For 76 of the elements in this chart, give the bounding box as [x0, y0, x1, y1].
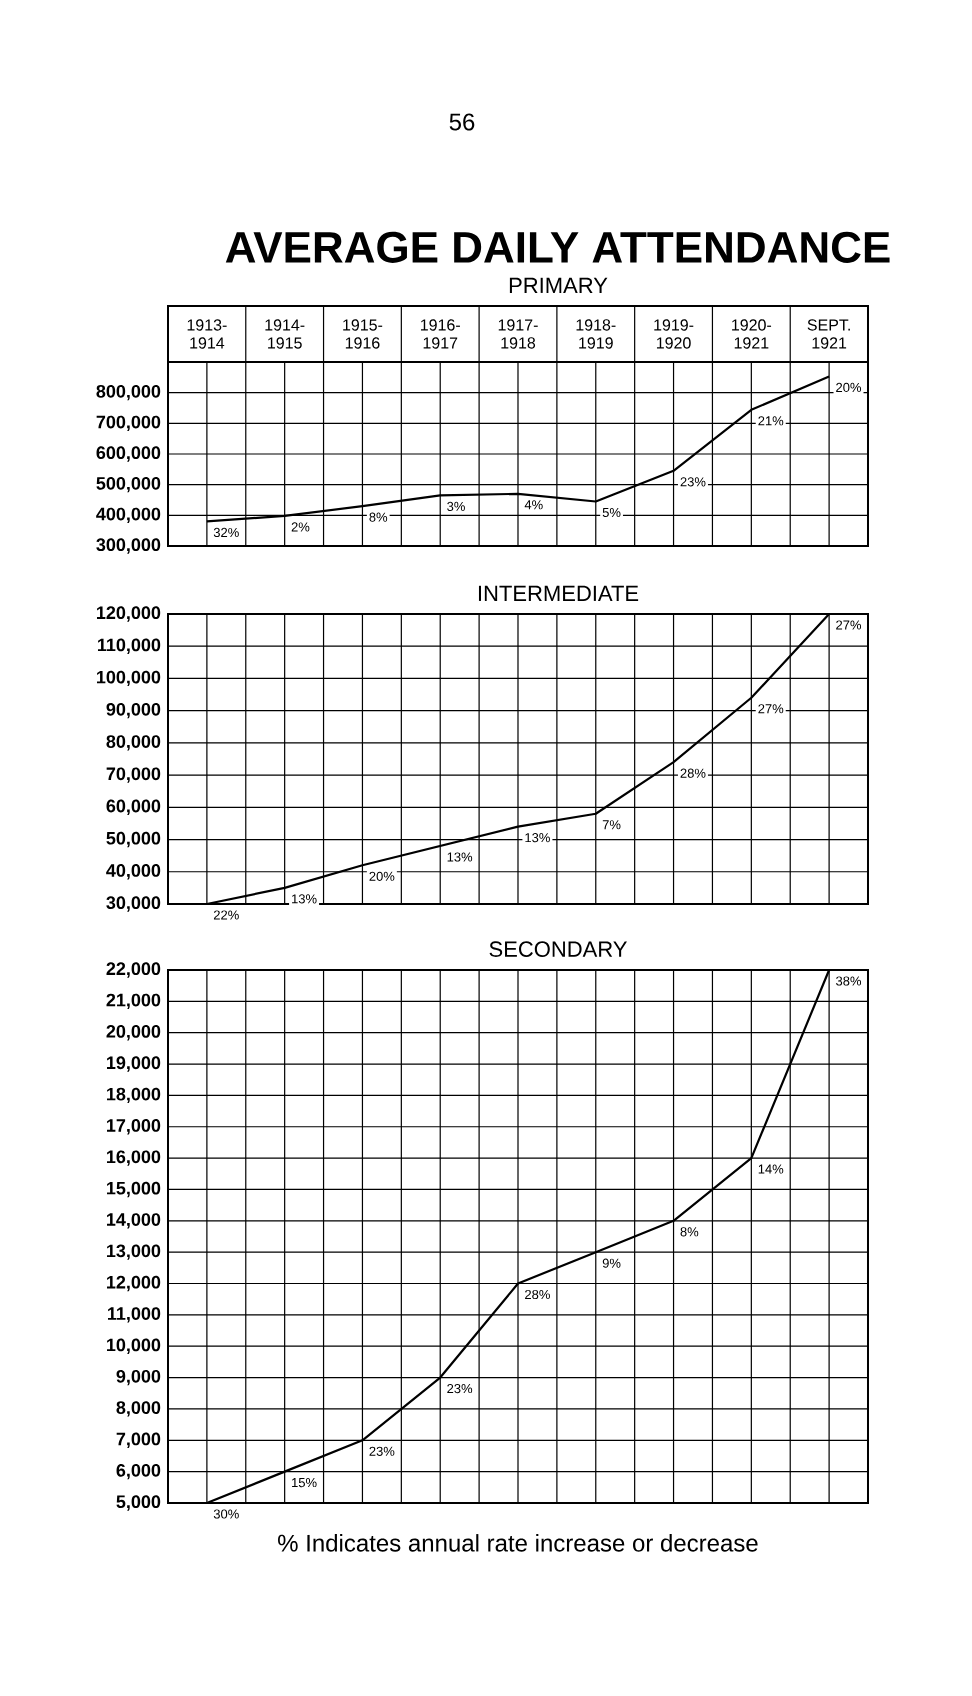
annotation: 23%: [680, 477, 706, 487]
annotation: 30%: [213, 1509, 239, 1519]
annotation: 15%: [292, 1478, 317, 1488]
y-tick-label: 10,000: [107, 1338, 161, 1354]
annotation: 2%: [291, 522, 310, 532]
y-tick-label: 90,000: [106, 702, 161, 719]
y-tick-label: 19,000: [107, 1056, 161, 1072]
y-tick-label: 60,000: [106, 799, 161, 815]
annotation: 13%: [447, 852, 473, 862]
y-tick-label: 18,000: [107, 1087, 161, 1104]
y-tick-label: 17,000: [107, 1119, 161, 1135]
text: % Indicates annual rate increase or decrease: [278, 1534, 758, 1552]
y-tick-label: 14,000: [107, 1213, 161, 1229]
annotation: 22%: [213, 910, 239, 920]
y-tick-label: 13,000: [107, 1244, 161, 1260]
y-tick-label: 50,000: [106, 831, 161, 848]
y-tick-label: 700,000: [96, 415, 161, 431]
annotation: 27%: [758, 704, 784, 714]
y-tick-label: 6,000: [116, 1463, 161, 1480]
x-tick-label: 1918-1919: [576, 319, 616, 349]
x-tick-label: 1919-1920: [654, 319, 694, 349]
y-tick-label: 12,000: [107, 1275, 161, 1292]
chart-title: SECONDARY: [489, 941, 627, 957]
annotation: 7%: [602, 820, 621, 830]
annotation: 32%: [213, 527, 239, 538]
annotation: 4%: [524, 500, 543, 510]
y-tick-label: 70,000: [106, 767, 161, 783]
y-tick-label: 800,000: [96, 384, 161, 401]
annotation: 21%: [758, 416, 784, 426]
x-tick-label: 1914-1915: [265, 319, 305, 349]
annotation: 28%: [525, 1289, 550, 1300]
y-tick-label: 100,000: [97, 670, 161, 687]
annotation: 27%: [836, 620, 862, 630]
y-tick-label: 8,000: [116, 1401, 161, 1417]
x-tick-label: SEPT. 1921: [807, 319, 850, 349]
chart-title: INTERMEDIATE: [478, 585, 639, 601]
annotation: 14%: [758, 1164, 784, 1174]
text: 56: [449, 113, 475, 131]
annotation: 3%: [447, 501, 465, 511]
annotation: 8%: [680, 1227, 699, 1237]
annotation: 38%: [836, 976, 862, 986]
annotation: 23%: [369, 1446, 395, 1456]
x-tick-label: 1917-1918: [498, 319, 538, 349]
annotation: 28%: [680, 768, 706, 778]
y-tick-label: 40,000: [106, 864, 161, 880]
chart-subtitle: PRIMARY: [509, 277, 608, 293]
x-tick-label: 1915-1916: [343, 319, 383, 349]
y-tick-label: 30,000: [106, 896, 161, 912]
y-tick-label: 500,000: [96, 476, 161, 493]
annotation: 8%: [369, 512, 388, 522]
y-tick-label: 11,000: [108, 1307, 161, 1323]
y-tick-label: 16,000: [107, 1150, 161, 1166]
y-tick-label: 5,000: [116, 1495, 161, 1511]
annotation: 20%: [836, 382, 862, 392]
y-tick-label: 15,000: [107, 1181, 161, 1198]
y-tick-label: 80,000: [106, 735, 161, 751]
y-tick-label: 120,000: [97, 606, 161, 622]
x-tick-label: 1913-1914: [187, 319, 227, 349]
y-tick-label: 22,000: [106, 962, 161, 978]
x-tick-label: 1916-1917: [420, 319, 460, 349]
chart-title: AVERAGE DAILY ATTENDANCE: [225, 231, 890, 263]
y-tick-label: 110,000: [97, 638, 161, 654]
annotation: 5%: [602, 507, 621, 518]
annotation: 13%: [525, 833, 550, 843]
x-tick-label: 1920-1921: [732, 319, 772, 349]
y-tick-label: 7,000: [116, 1432, 161, 1448]
annotation: 13%: [292, 894, 317, 904]
annotation: 23%: [447, 1383, 473, 1394]
y-tick-label: 600,000: [96, 446, 161, 462]
y-tick-label: 400,000: [96, 507, 161, 523]
y-tick-label: 300,000: [96, 538, 161, 554]
annotation: 20%: [369, 871, 395, 881]
y-tick-label: 21,000: [106, 993, 161, 1010]
y-tick-label: 20,000: [106, 1025, 161, 1041]
y-tick-label: 9,000: [116, 1369, 161, 1386]
annotation: 9%: [602, 1258, 621, 1268]
